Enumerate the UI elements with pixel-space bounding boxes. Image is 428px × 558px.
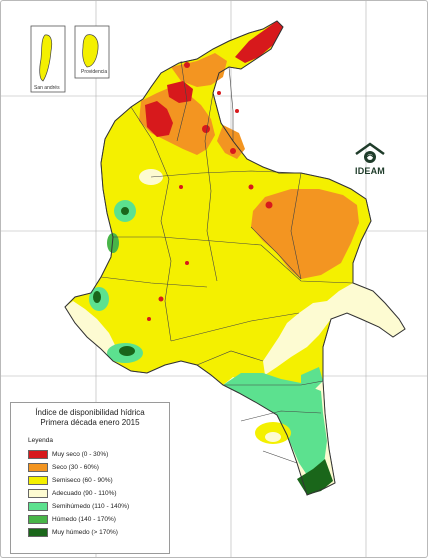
legend-items: Muy seco (0 - 30%) Seco (30 - 60%) Semisec… (11, 448, 169, 539)
inset-label-providencia: Providencia (81, 69, 108, 75)
legend-swatch (28, 528, 48, 537)
legend-item-label: Muy húmedo (> 170%) (52, 529, 118, 536)
legend-item-label: Húmedo (140 - 170%) (52, 516, 116, 523)
country-border (64, 20, 406, 496)
legend-title-line2: Primera década enero 2015 (40, 418, 140, 427)
legend-title-line1: Índice de disponibilidad hídrica (35, 408, 145, 417)
legend-swatch (28, 450, 48, 459)
legend: Índice de disponibilidad hídrica Primera… (10, 402, 170, 554)
legend-swatch (28, 463, 48, 472)
legend-item: Adecuado (90 - 110%) (28, 487, 169, 500)
legend-item-label: Semiseco (60 - 90%) (52, 477, 113, 484)
legend-item: Húmedo (140 - 170%) (28, 513, 169, 526)
legend-item-label: Semihúmedo (110 - 140%) (52, 503, 130, 510)
legend-swatch (28, 476, 48, 485)
legend-item-label: Adecuado (90 - 110%) (52, 490, 117, 497)
ideam-logo: IDEAM (350, 142, 390, 176)
legend-item: Muy húmedo (> 170%) (28, 526, 169, 539)
legend-item: Seco (30 - 60%) (28, 461, 169, 474)
legend-item-label: Seco (30 - 60%) (52, 464, 99, 471)
ideam-house-logo-icon (355, 142, 385, 163)
legend-item: Semihúmedo (110 - 140%) (28, 500, 169, 513)
inset-providencia (74, 25, 110, 79)
legend-item: Semiseco (60 - 90%) (28, 474, 169, 487)
humedo-areas (89, 200, 333, 495)
legend-swatch (28, 489, 48, 498)
legend-item: Muy seco (0 - 30%) (28, 448, 169, 461)
legend-swatch (28, 502, 48, 511)
legend-heading: Leyenda (28, 437, 53, 444)
legend-swatch (28, 515, 48, 524)
inset-san-andres (30, 25, 66, 93)
inset-label-san-andres: San andrés (34, 85, 60, 91)
legend-item-label: Muy seco (0 - 30%) (52, 451, 109, 458)
ideam-logo-text: IDEAM (355, 166, 385, 176)
